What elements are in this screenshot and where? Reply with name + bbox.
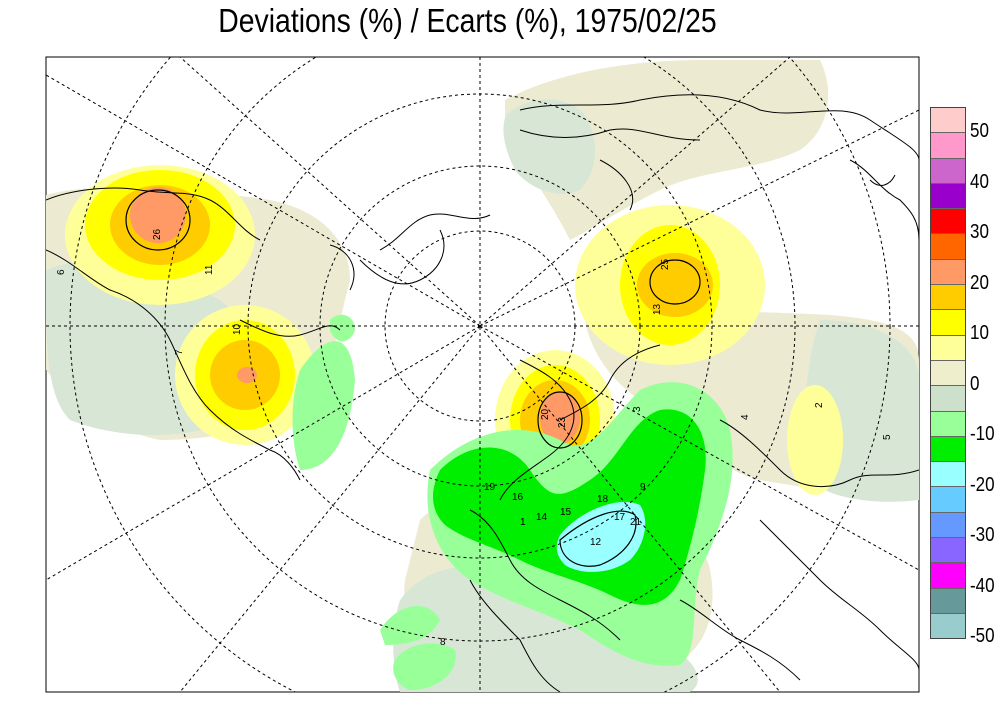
legend-swatch	[931, 334, 965, 360]
contour-label: 21	[630, 517, 642, 528]
legend-swatch	[931, 486, 965, 512]
legend-label: 0	[970, 372, 980, 395]
contour-label: 15	[560, 507, 572, 518]
minus-twenty-field	[556, 501, 646, 572]
legend-label: -20	[970, 473, 995, 496]
legend-swatch	[931, 359, 965, 386]
contour-label: 7	[174, 349, 185, 355]
contour-label: 4	[740, 414, 751, 420]
contour-label: 13	[652, 303, 663, 315]
legend-swatch	[931, 284, 965, 310]
legend-swatch	[931, 435, 965, 462]
legend-swatch	[931, 612, 965, 639]
legend-label: -10	[970, 423, 995, 445]
legend-swatch	[931, 157, 965, 183]
contour-label: 10	[232, 323, 243, 335]
legend-label: 30	[970, 221, 989, 243]
coastlines	[46, 94, 919, 692]
contour-label: 19	[484, 482, 496, 493]
contour-label: 3	[632, 406, 643, 412]
twenty-to-thirty-field	[130, 187, 580, 444]
contours	[125, 189, 701, 567]
contour-label: 26	[152, 228, 163, 240]
contour-label: 18	[597, 494, 609, 505]
legend-swatch	[931, 233, 965, 259]
contour-label: 17	[614, 512, 626, 523]
contour-label: 14	[536, 512, 548, 523]
legend-swatch	[931, 562, 965, 588]
legend-label: 20	[970, 271, 989, 294]
legend-swatch	[931, 182, 965, 209]
legend-swatch	[931, 132, 965, 158]
contour-label: 9	[640, 482, 646, 493]
graticule	[46, 57, 919, 692]
contour-label: 8	[440, 637, 446, 648]
minus-ten-field	[433, 409, 706, 605]
contour-label-group: 26 11 6 7 10 13 25 20 23 21 19 14 15 18 …	[56, 228, 893, 648]
legend-label: 40	[970, 170, 989, 193]
legend-swatch	[931, 208, 965, 234]
legend-swatch	[931, 108, 965, 133]
contour-label: 20	[540, 408, 551, 420]
contour-label: 6	[56, 269, 67, 275]
legend-swatch	[931, 587, 965, 613]
legend-label: 50	[970, 120, 989, 142]
legend-swatch	[931, 385, 965, 411]
contour-label: 16	[512, 492, 524, 503]
legend-swatch	[931, 537, 965, 563]
legend-label: -30	[970, 524, 995, 546]
contour-label: 23	[557, 416, 568, 428]
contour-label: 1	[520, 517, 526, 528]
chart-title: Deviations (%) / Ecarts (%), 1975/02/25	[218, 2, 717, 39]
legend-swatch	[931, 258, 965, 285]
legend-label: -50	[970, 625, 995, 647]
color-legend	[930, 107, 966, 640]
legend-swatch	[931, 309, 965, 335]
contour-label: 2	[814, 402, 825, 408]
contour-label: 25	[660, 258, 671, 270]
legend-label: 10	[970, 322, 989, 344]
legend-swatch	[931, 461, 965, 487]
contour-label: 5	[882, 434, 893, 440]
contour-label: 12	[590, 537, 602, 548]
contour-label: 11	[204, 264, 215, 275]
legend-swatch	[931, 511, 965, 538]
legend-label: -40	[970, 574, 995, 597]
legend-swatch	[931, 410, 965, 436]
